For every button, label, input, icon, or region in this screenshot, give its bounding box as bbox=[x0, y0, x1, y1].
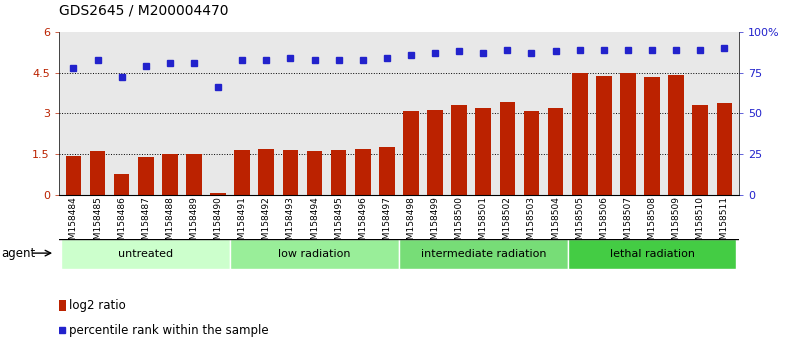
Bar bbox=[259, 149, 274, 195]
Bar bbox=[114, 173, 130, 195]
Bar bbox=[717, 103, 733, 195]
Text: untreated: untreated bbox=[118, 249, 173, 259]
Text: log2 ratio: log2 ratio bbox=[69, 299, 126, 312]
Bar bbox=[620, 73, 636, 195]
Bar bbox=[138, 157, 153, 195]
Bar bbox=[548, 108, 564, 195]
Bar bbox=[379, 147, 395, 195]
Bar bbox=[476, 108, 491, 195]
Bar bbox=[645, 77, 660, 195]
Text: agent: agent bbox=[2, 247, 36, 259]
Bar bbox=[162, 154, 178, 195]
Bar bbox=[282, 150, 298, 195]
Bar bbox=[355, 149, 370, 195]
Bar bbox=[210, 193, 226, 195]
Text: low radiation: low radiation bbox=[278, 249, 351, 259]
Bar bbox=[331, 150, 347, 195]
Bar bbox=[403, 111, 419, 195]
Text: GDS2645 / M200004470: GDS2645 / M200004470 bbox=[59, 4, 229, 18]
Bar bbox=[451, 104, 467, 195]
Bar bbox=[668, 75, 684, 195]
Bar bbox=[234, 150, 250, 195]
Text: lethal radiation: lethal radiation bbox=[610, 249, 695, 259]
Bar bbox=[596, 76, 612, 195]
Bar bbox=[399, 239, 567, 269]
Bar bbox=[61, 239, 230, 269]
Bar bbox=[500, 102, 516, 195]
Bar bbox=[186, 154, 202, 195]
Bar bbox=[572, 73, 588, 195]
Bar bbox=[59, 300, 66, 311]
Bar bbox=[90, 151, 105, 195]
Bar bbox=[523, 110, 539, 195]
Bar bbox=[428, 110, 443, 195]
Bar bbox=[65, 156, 81, 195]
Text: percentile rank within the sample: percentile rank within the sample bbox=[69, 324, 268, 337]
Bar bbox=[230, 239, 399, 269]
Bar bbox=[567, 239, 736, 269]
Text: intermediate radiation: intermediate radiation bbox=[421, 249, 546, 259]
Bar bbox=[307, 151, 322, 195]
Bar bbox=[692, 105, 708, 195]
